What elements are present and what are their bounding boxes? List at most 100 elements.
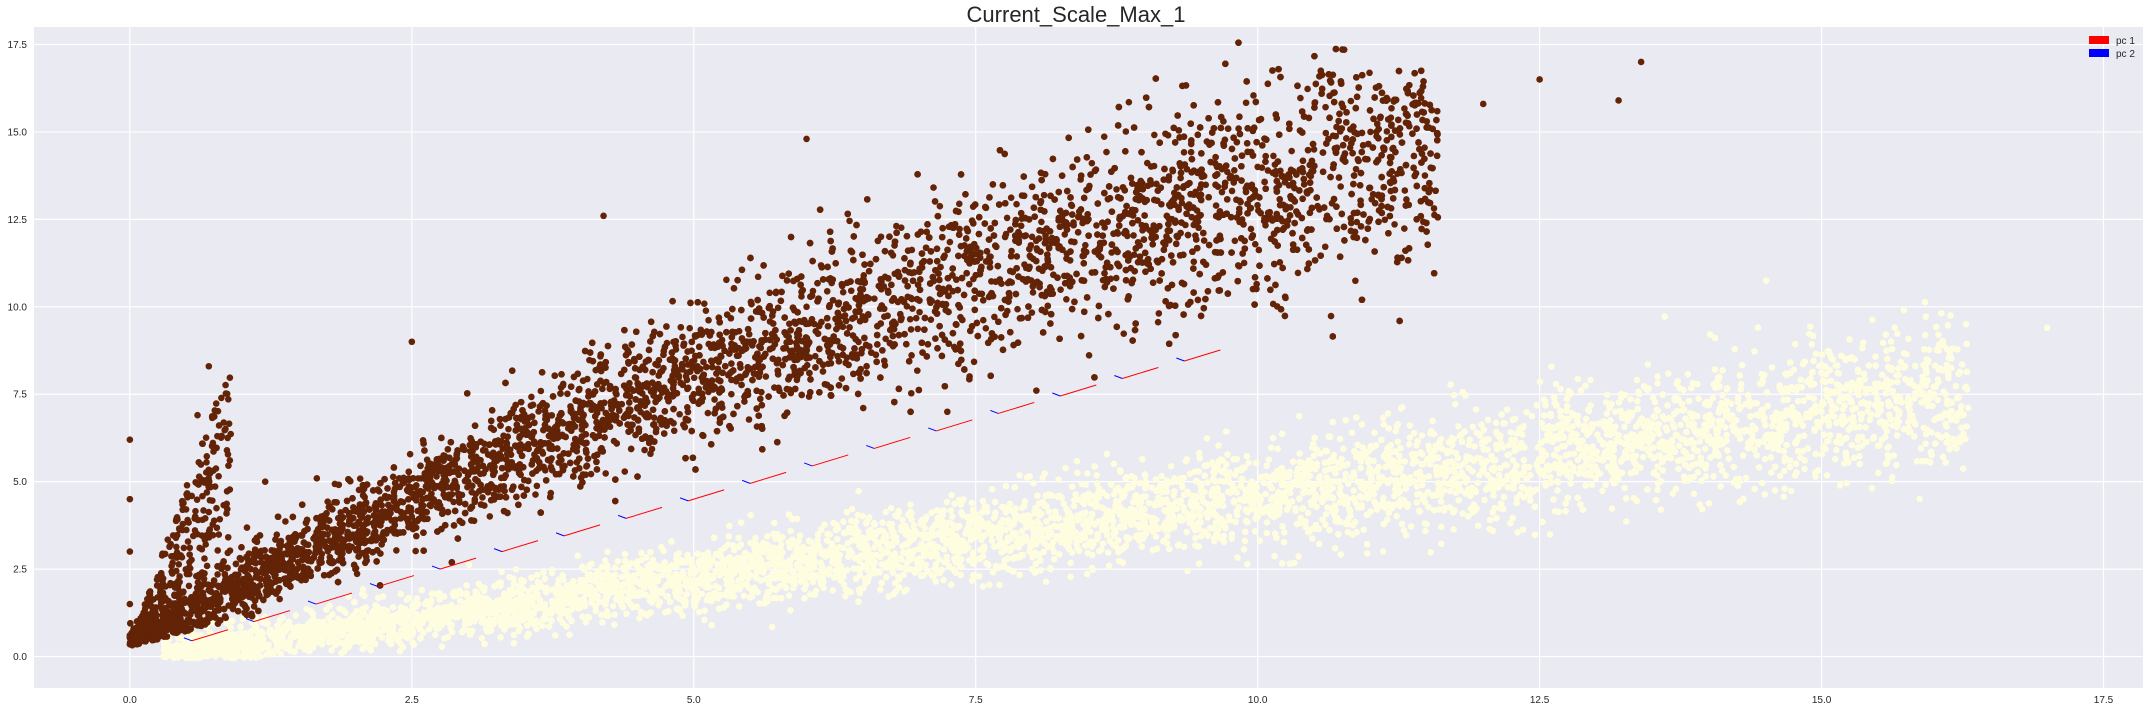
light-point (1351, 518, 1359, 526)
light-point (725, 533, 733, 540)
light-point (1352, 499, 1360, 507)
light-point (1603, 391, 1611, 399)
light-point (1783, 441, 1790, 449)
light-point (1082, 542, 1089, 549)
light-point (1353, 528, 1360, 536)
light-point (1940, 388, 1947, 395)
light-point (331, 636, 339, 644)
light-point (1963, 340, 1971, 348)
light-point (726, 522, 733, 530)
light-point (1478, 421, 1485, 428)
y-tick-label: 2.5 (13, 565, 27, 576)
light-point (1142, 484, 1149, 492)
light-point (1230, 497, 1238, 505)
light-point (1957, 402, 1965, 410)
light-point (618, 573, 626, 581)
light-point (1471, 443, 1478, 450)
light-point (1698, 477, 1705, 484)
light-point (935, 569, 942, 577)
light-point (1193, 493, 1200, 501)
light-point (1792, 420, 1799, 428)
light-point (1631, 459, 1638, 467)
light-point (888, 566, 896, 573)
light-point (242, 634, 250, 642)
light-point (1836, 417, 1844, 425)
light-point (1145, 499, 1153, 507)
light-point (1379, 498, 1387, 506)
light-point (1579, 437, 1586, 445)
light-point (1271, 552, 1278, 560)
light-point (1742, 401, 1750, 408)
light-point (1526, 497, 1534, 504)
light-point (990, 543, 998, 550)
light-point (1780, 447, 1788, 455)
light-point (1064, 527, 1071, 534)
light-point (1711, 366, 1719, 373)
light-point (992, 524, 1000, 532)
light-point (1654, 463, 1661, 470)
light-point (1863, 438, 1870, 446)
light-point (1393, 512, 1400, 520)
light-point (1384, 410, 1392, 417)
light-point (1639, 453, 1647, 461)
light-point (1360, 526, 1367, 534)
light-point (1045, 491, 1053, 498)
light-point (755, 600, 763, 607)
light-point (1083, 570, 1091, 578)
light-point (1852, 404, 1859, 412)
light-point (1067, 559, 1074, 567)
light-point (1585, 407, 1593, 415)
light-point (533, 571, 541, 579)
light-point (979, 497, 987, 505)
light-point (862, 520, 870, 527)
light-point (877, 586, 884, 593)
light-point (1242, 506, 1250, 514)
light-point (1263, 462, 1271, 470)
light-point (837, 563, 845, 570)
light-point (836, 543, 843, 551)
light-point (566, 631, 573, 639)
light-point (1795, 412, 1802, 420)
light-point (1654, 407, 1662, 415)
light-point (785, 574, 792, 581)
light-point (870, 562, 877, 569)
x-tick-label: 2.5 (405, 695, 419, 706)
light-point (1363, 550, 1371, 557)
light-point (1163, 539, 1171, 547)
light-point (1218, 492, 1226, 500)
light-point (1110, 541, 1117, 548)
light-point (1480, 446, 1488, 453)
light-point (1634, 439, 1641, 447)
light-point (1680, 447, 1687, 455)
light-point (701, 562, 709, 570)
light-point (1623, 433, 1630, 441)
light-point (716, 571, 724, 579)
light-point (1495, 471, 1503, 479)
light-point (1380, 421, 1387, 428)
light-point (1153, 545, 1161, 553)
light-point (525, 588, 533, 595)
light-point (1582, 482, 1589, 489)
light-point (1912, 362, 1919, 370)
light-point (1302, 517, 1309, 525)
light-point (943, 498, 951, 506)
light-point (1104, 549, 1112, 556)
light-point (701, 616, 708, 624)
y-tick-label: 17.5 (8, 40, 28, 51)
light-point (1751, 485, 1758, 493)
light-point (1939, 337, 1947, 345)
light-point (1932, 440, 1939, 447)
light-point (1493, 514, 1500, 522)
light-point (1781, 485, 1788, 493)
light-point (898, 527, 905, 534)
light-point (1574, 375, 1582, 383)
light-point (1321, 467, 1329, 474)
light-point (1065, 545, 1073, 553)
light-point (1901, 376, 1909, 383)
light-point (1032, 560, 1040, 568)
light-point (532, 591, 540, 599)
light-point (1004, 516, 1012, 524)
light-point (1715, 452, 1722, 460)
light-point (1786, 457, 1794, 464)
light-point (840, 518, 847, 526)
